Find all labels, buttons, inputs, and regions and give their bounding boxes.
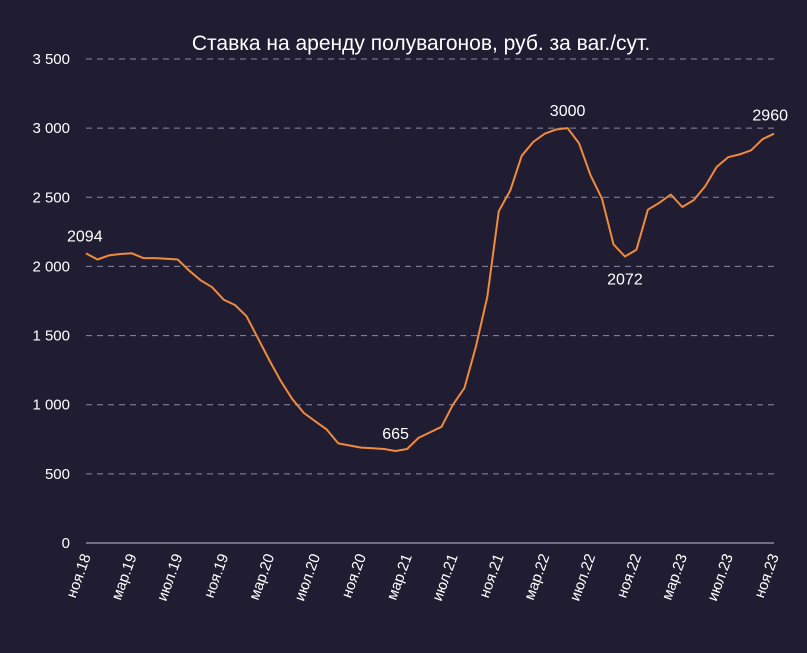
y-tick-label: 2 000: [32, 258, 70, 275]
series-layer: [85, 127, 775, 452]
grid-layer: [86, 58, 774, 544]
y-tick-label: 0: [62, 535, 70, 552]
x-tick-label: мар.23: [659, 552, 691, 603]
x-tick-label: июл.21: [429, 552, 462, 604]
x-tick-label: ноя.19: [201, 552, 233, 601]
y-tick-label: 2 500: [32, 189, 70, 206]
data-label: 2960: [752, 108, 788, 125]
x-tick-label: ноя.22: [614, 552, 646, 601]
x-tick-label: мар.22: [521, 552, 553, 603]
y-tick-label: 3 000: [32, 120, 70, 137]
x-tick-label: июл.19: [154, 552, 187, 604]
data-label: 665: [382, 426, 409, 443]
x-tick-label: ноя.18: [63, 552, 95, 601]
chart-title: Ставка на аренду полувагонов, руб. за ва…: [192, 32, 650, 55]
data-label: 3000: [550, 103, 586, 120]
series-line: [85, 127, 775, 452]
x-tick-label: мар.21: [383, 552, 415, 603]
data-label: 2094: [67, 228, 103, 245]
x-tick-label: ноя.20: [338, 552, 370, 601]
x-tick-label: мар.19: [108, 552, 140, 603]
y-tick-label: 1 500: [32, 328, 70, 345]
x-axis-ticks: ноя.18 мар.19 июл.19 ноя.19 мар.20 июл.20 ноя.…: [63, 552, 783, 604]
x-tick-label: июл.23: [704, 552, 737, 604]
x-tick-label: июл.22: [567, 552, 600, 604]
y-tick-label: 3 500: [32, 51, 70, 68]
x-tick-label: мар.20: [246, 552, 278, 603]
y-tick-label: 500: [45, 466, 70, 483]
y-axis-ticks: 0 500 1 000 1 500 2 000 2 500 3 000 3 500: [32, 51, 70, 552]
x-tick-label: ноя.23: [751, 552, 783, 601]
data-labels: 2094 665 3000 2072 2960: [67, 103, 788, 443]
y-tick-label: 1 000: [32, 397, 70, 414]
data-label: 2072: [607, 271, 643, 288]
x-tick-label: ноя.21: [476, 552, 508, 601]
x-tick-label: июл.20: [291, 552, 324, 604]
